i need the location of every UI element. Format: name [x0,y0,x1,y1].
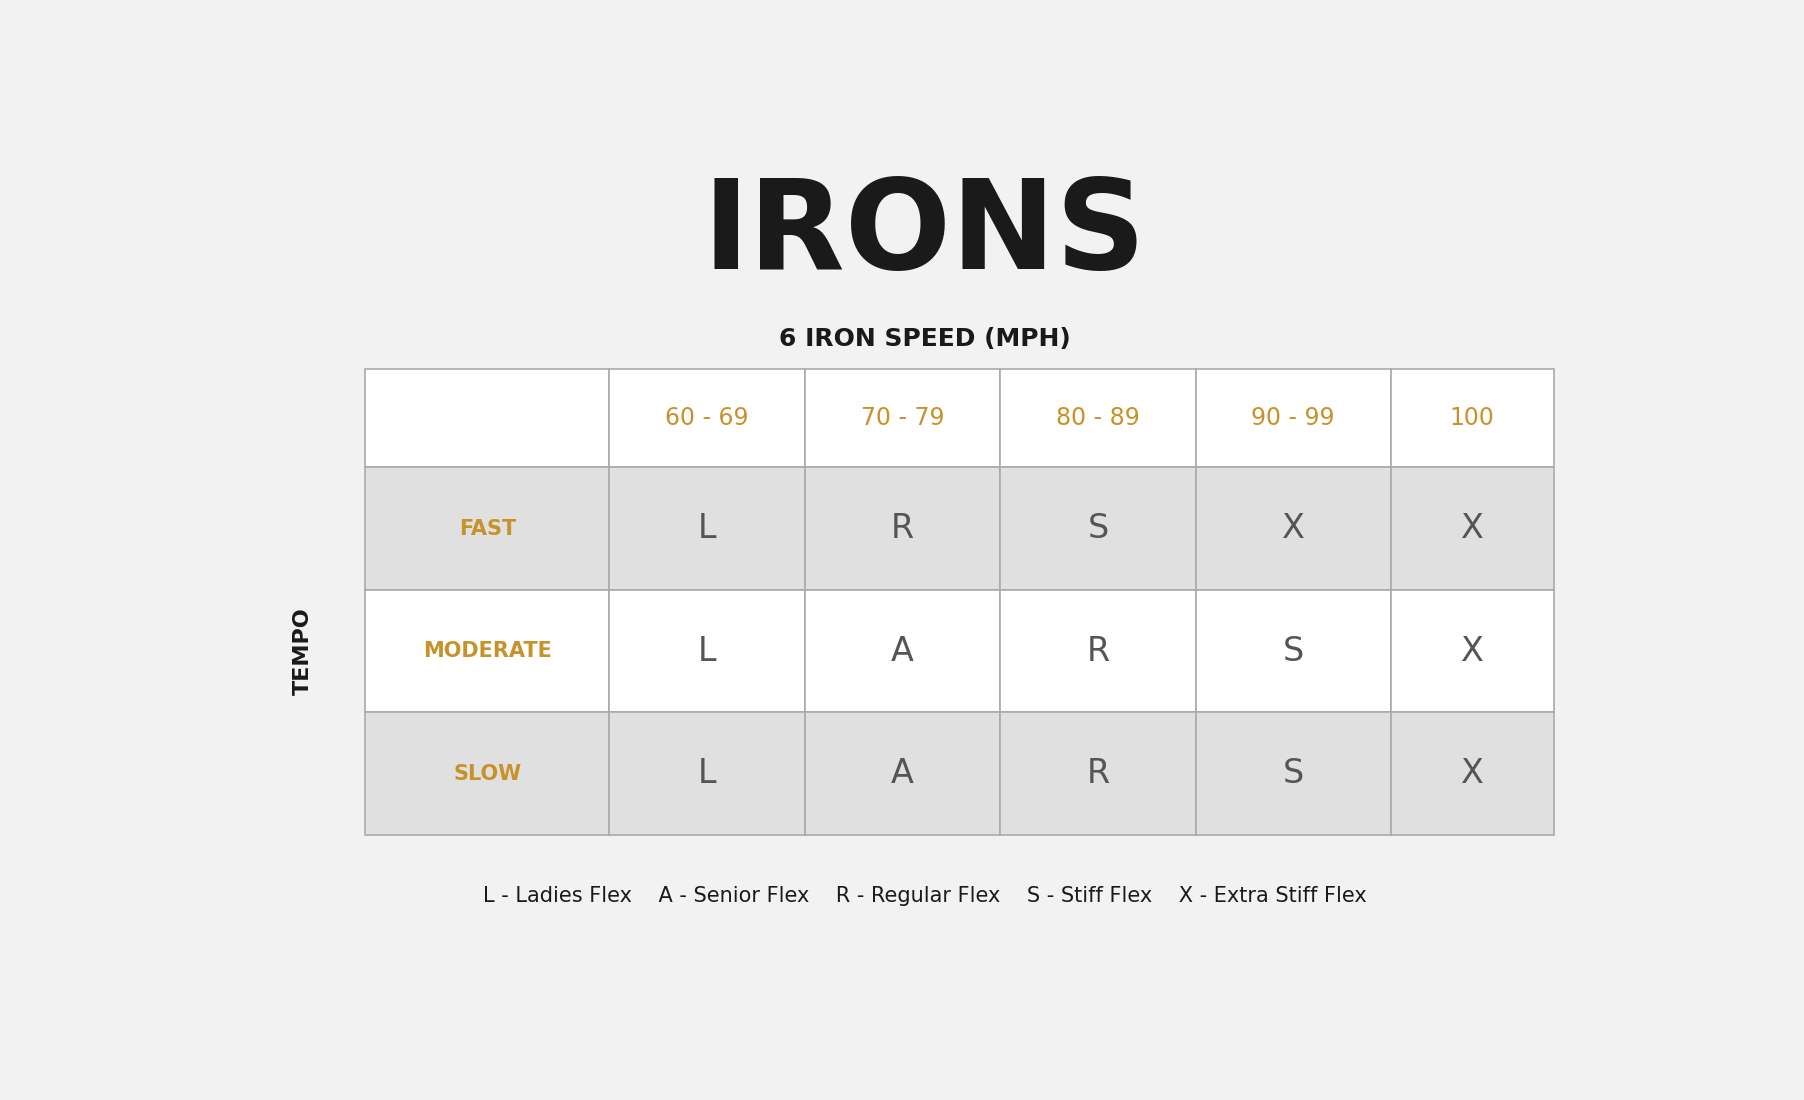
Text: L: L [698,635,716,668]
Text: 80 - 89: 80 - 89 [1055,406,1140,430]
Text: R: R [1086,635,1109,668]
Text: S: S [1283,757,1304,790]
Text: MODERATE: MODERATE [422,641,552,661]
Bar [805,468,999,590]
Bar [1391,370,1553,468]
Text: A: A [891,757,915,790]
Bar [805,713,999,835]
Bar [366,713,610,835]
Bar [610,713,805,835]
Text: X: X [1461,635,1483,668]
Bar [366,468,610,590]
Text: SLOW: SLOW [453,763,521,783]
Text: L: L [698,512,716,544]
Bar [1391,468,1553,590]
Text: A: A [891,635,915,668]
Text: 6 IRON SPEED (MPH): 6 IRON SPEED (MPH) [779,327,1070,351]
Text: X: X [1283,512,1304,544]
Text: TEMPO: TEMPO [292,607,312,695]
Text: S: S [1283,635,1304,668]
Bar [1196,590,1391,713]
Text: FAST: FAST [458,518,516,539]
Bar [610,590,805,713]
Bar [610,370,805,468]
Bar [999,590,1196,713]
Bar [1196,370,1391,468]
Bar [1391,590,1553,713]
Bar [1196,713,1391,835]
Bar [805,590,999,713]
Text: X: X [1461,512,1483,544]
Bar [805,370,999,468]
Text: 100: 100 [1450,406,1496,430]
Text: R: R [1086,757,1109,790]
Text: L - Ladies Flex    A - Senior Flex    R - Regular Flex    S - Stiff Flex    X - : L - Ladies Flex A - Senior Flex R - Regu… [483,886,1366,905]
Text: IRONS: IRONS [704,174,1146,296]
Text: R: R [891,512,915,544]
Text: 90 - 99: 90 - 99 [1252,406,1335,430]
Text: 70 - 79: 70 - 79 [861,406,943,430]
Text: S: S [1088,512,1108,544]
Bar [366,370,610,468]
Bar [1196,468,1391,590]
Bar [610,468,805,590]
Bar [999,468,1196,590]
Bar [999,713,1196,835]
Bar [366,590,610,713]
Text: 60 - 69: 60 - 69 [666,406,749,430]
Text: L: L [698,757,716,790]
Bar [999,370,1196,468]
Bar [1391,713,1553,835]
Text: X: X [1461,757,1483,790]
